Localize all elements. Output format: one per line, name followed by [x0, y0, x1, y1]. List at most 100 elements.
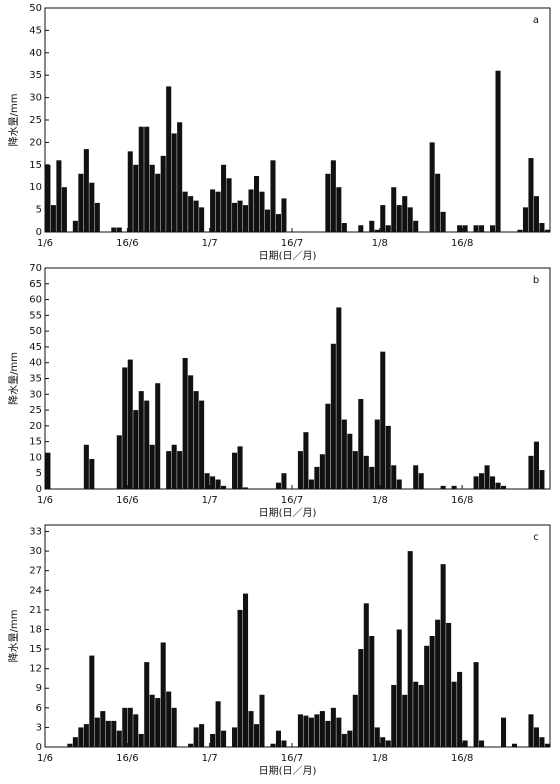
x-tick-label: 1/6 [37, 495, 53, 506]
y-tick-label: 5 [36, 205, 42, 216]
x-tick-label: 16/7 [281, 238, 303, 249]
bar [352, 694, 358, 747]
bar [155, 383, 161, 489]
x-tick-label: 16/8 [451, 753, 473, 764]
bar [243, 593, 249, 747]
y-tick-label: 21 [29, 605, 42, 616]
bar [210, 476, 216, 489]
bar [248, 711, 254, 747]
bar [100, 711, 106, 747]
bar [116, 227, 122, 232]
y-tick-label: 40 [29, 48, 42, 59]
bar [83, 444, 89, 489]
y-tick-label: 65 [29, 279, 42, 290]
bar [270, 160, 276, 232]
bar [149, 164, 155, 232]
bar [72, 737, 78, 747]
y-tick-label: 35 [29, 374, 42, 385]
x-tick-label: 16/8 [451, 238, 473, 249]
bar [111, 720, 117, 747]
y-tick-label: 24 [29, 585, 42, 596]
bar [407, 551, 413, 747]
bar [45, 164, 51, 232]
bar [188, 196, 194, 232]
bar [330, 160, 336, 232]
y-tick-label: 9 [36, 683, 42, 694]
bar [94, 717, 100, 747]
bar [215, 479, 221, 489]
bar [210, 733, 216, 747]
x-tick-label: 16/7 [281, 753, 303, 764]
bar [105, 720, 111, 747]
x-tick-label: 1/8 [372, 238, 388, 249]
bar [341, 223, 347, 232]
bar [495, 482, 501, 489]
bar [330, 707, 336, 747]
y-tick-label: 15 [29, 644, 42, 655]
bar [385, 425, 391, 489]
bar [275, 214, 281, 232]
bar [182, 191, 188, 232]
bar [138, 733, 144, 747]
bar [544, 229, 550, 232]
x-tick-label: 1/7 [202, 495, 218, 506]
bar [237, 609, 243, 747]
y-tick-label: 15 [29, 437, 42, 448]
y-axis-label: 降水量/mm [7, 352, 20, 405]
bar [89, 182, 95, 232]
panel-label: b [533, 275, 539, 286]
x-tick-label: 1/7 [202, 753, 218, 764]
y-tick-label: 10 [29, 182, 42, 193]
y-tick-label: 18 [29, 624, 42, 635]
plot-frame [44, 7, 551, 233]
bar [374, 229, 380, 232]
bar [446, 622, 452, 747]
bar [243, 487, 249, 489]
plot-frame [44, 524, 551, 748]
x-tick-label: 16/6 [116, 753, 138, 764]
bar [155, 698, 161, 747]
x-tick-label: 1/8 [372, 753, 388, 764]
bar [144, 400, 150, 489]
bar [127, 707, 133, 747]
x-tick-label: 16/8 [451, 495, 473, 506]
bar [374, 727, 380, 747]
bar [336, 717, 342, 747]
bar [500, 717, 507, 747]
bar [122, 707, 128, 747]
bar [418, 684, 424, 747]
bar [78, 173, 84, 232]
bar [78, 727, 84, 747]
bar [303, 432, 309, 489]
y-tick-label: 70 [29, 263, 42, 274]
bar [429, 142, 435, 232]
bar [325, 720, 331, 747]
bar [473, 225, 479, 232]
bar [336, 307, 342, 489]
bar [352, 451, 358, 489]
bar [336, 187, 342, 232]
y-tick-label: 45 [29, 25, 42, 36]
bar [204, 473, 210, 489]
bar [495, 70, 501, 232]
bar [528, 455, 534, 489]
y-tick-label: 25 [29, 405, 42, 416]
bar [402, 196, 408, 232]
y-tick-label: 50 [29, 3, 42, 14]
bar [533, 441, 539, 489]
bar [171, 707, 177, 747]
bar [358, 649, 364, 747]
bar [116, 435, 122, 489]
bar [407, 207, 413, 232]
bar [391, 684, 397, 747]
x-tick-label: 1/6 [37, 753, 53, 764]
bar [440, 485, 446, 489]
bar [347, 433, 353, 489]
bar [72, 220, 78, 232]
bar [413, 465, 419, 489]
y-tick-label: 3 [36, 722, 42, 733]
bar [500, 485, 507, 489]
x-axis-label: 日期(日／月) [259, 765, 317, 777]
bar [429, 636, 435, 747]
